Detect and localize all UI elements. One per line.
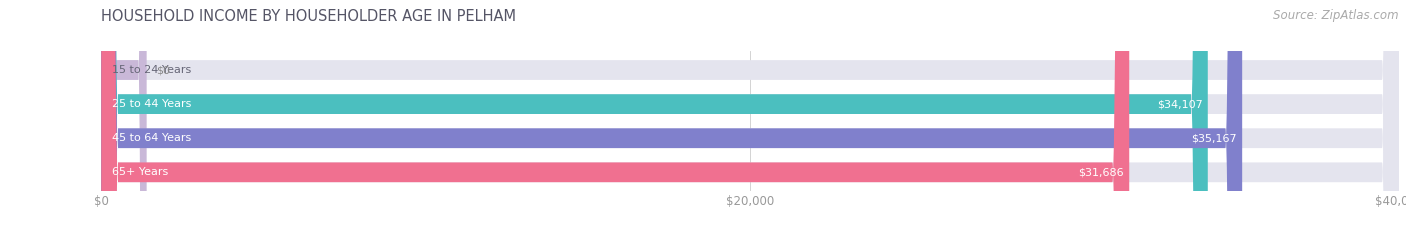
FancyBboxPatch shape: [101, 0, 1241, 233]
FancyBboxPatch shape: [101, 0, 1208, 233]
Text: 25 to 44 Years: 25 to 44 Years: [111, 99, 191, 109]
FancyBboxPatch shape: [101, 0, 1129, 233]
Text: 15 to 24 Years: 15 to 24 Years: [111, 65, 191, 75]
Text: $0: $0: [156, 65, 170, 75]
Text: 65+ Years: 65+ Years: [111, 167, 167, 177]
FancyBboxPatch shape: [101, 0, 1399, 233]
FancyBboxPatch shape: [101, 0, 1399, 233]
FancyBboxPatch shape: [101, 0, 146, 233]
FancyBboxPatch shape: [101, 0, 1399, 233]
FancyBboxPatch shape: [101, 0, 1399, 233]
Text: $35,167: $35,167: [1191, 133, 1237, 143]
Text: HOUSEHOLD INCOME BY HOUSEHOLDER AGE IN PELHAM: HOUSEHOLD INCOME BY HOUSEHOLDER AGE IN P…: [101, 9, 516, 24]
Text: 45 to 64 Years: 45 to 64 Years: [111, 133, 191, 143]
Text: $34,107: $34,107: [1157, 99, 1202, 109]
Text: $31,686: $31,686: [1078, 167, 1123, 177]
Text: Source: ZipAtlas.com: Source: ZipAtlas.com: [1274, 9, 1399, 22]
